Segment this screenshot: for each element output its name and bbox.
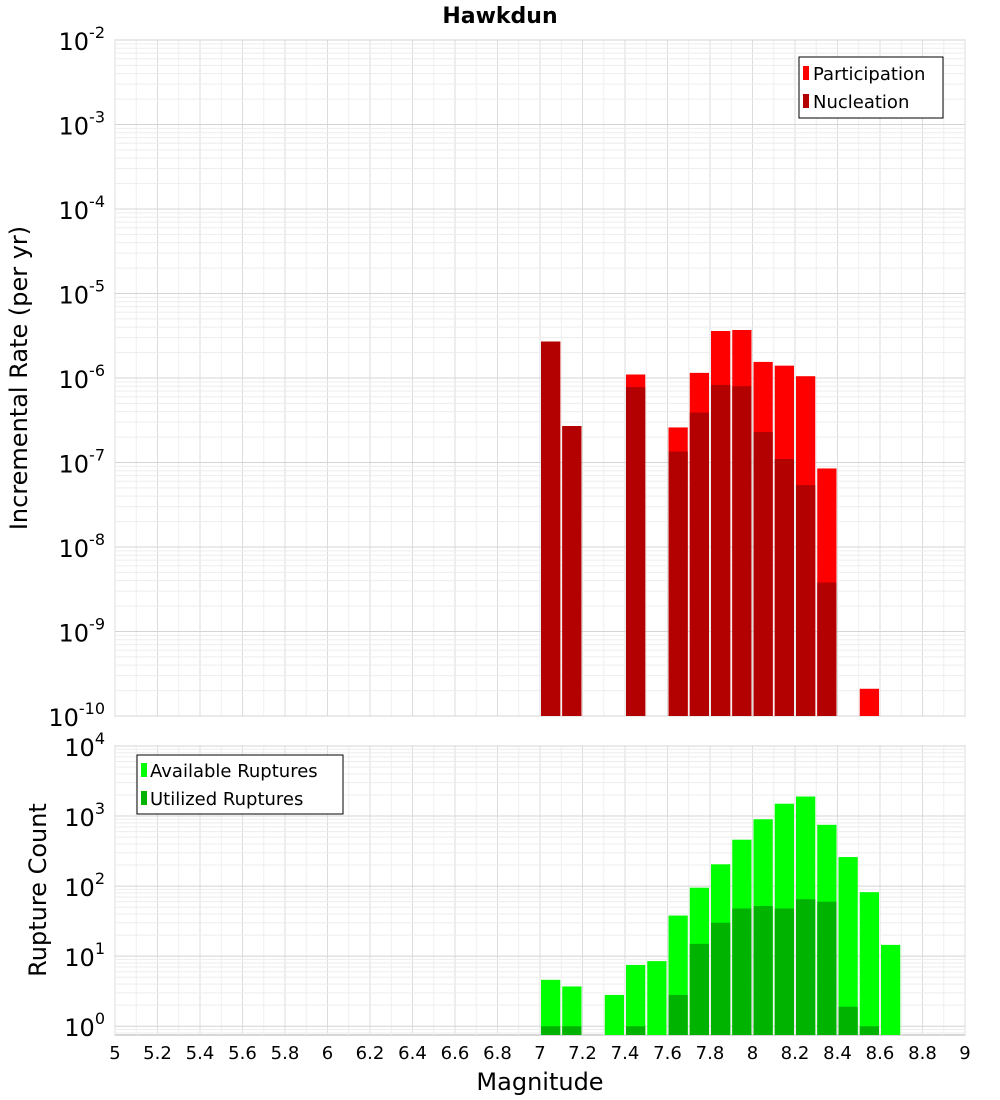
top-legend-box (798, 56, 944, 119)
x-tick-label: 5.2 (143, 1043, 172, 1064)
x-tick-label: 7.2 (568, 1043, 597, 1064)
x-tick-label: 7.4 (611, 1043, 640, 1064)
bottom-bar-utilized-ruptures (838, 1006, 858, 1035)
bottom-bar-utilized-ruptures (668, 994, 688, 1035)
legend-swatch-available (141, 763, 147, 777)
x-tick-label: 6 (322, 1043, 333, 1064)
bottom-y-tick-label: 104 (64, 729, 105, 762)
top-bar-nucleation (668, 451, 688, 716)
top-bar-nucleation (753, 431, 773, 716)
bottom-bar-available-ruptures (626, 964, 646, 1035)
top-y-tick-label: 10-9 (59, 615, 106, 648)
bottom-bar-available-ruptures (881, 944, 901, 1035)
top-bar-nucleation (796, 485, 816, 716)
top-bar-participation (859, 688, 879, 716)
bottom-bar-available-ruptures (604, 994, 624, 1035)
x-axis-label: Magnitude (476, 1068, 603, 1096)
top-grid (114, 39, 966, 717)
bottom-bar-utilized-ruptures (796, 899, 816, 1035)
top-y-ticks: 10-2 10-3 10-4 10-5 10-6 10-7 10-8 10-9 10-10 (48, 23, 105, 732)
chart-title: Hawkdun (442, 4, 557, 29)
top-y-tick-label: 10-8 (59, 530, 106, 563)
legend-swatch-participation (803, 66, 809, 80)
top-bar-nucleation (774, 459, 794, 716)
bottom-bar-utilized-ruptures (859, 1026, 879, 1035)
x-tick-label: 8.8 (908, 1043, 937, 1064)
bottom-bar-utilized-ruptures (711, 922, 731, 1035)
x-tick-label: 5.8 (271, 1043, 300, 1064)
top-plot-incremental-rate: 10-2 10-3 10-4 10-5 10-6 10-7 10-8 10-9 10-10 In… (5, 23, 966, 732)
top-bar-nucleation (689, 412, 709, 716)
top-bar-nucleation (711, 384, 731, 716)
top-bar-nucleation (562, 426, 582, 716)
x-tick-label: 5 (109, 1043, 120, 1064)
x-tick-label: 6.8 (483, 1043, 512, 1064)
legend-label-nucleation: Nucleation (813, 92, 909, 113)
bottom-bar-utilized-ruptures (753, 906, 773, 1035)
top-y-tick-label: 10-7 (59, 446, 106, 479)
top-y-tick-label: 10-5 (59, 277, 106, 310)
top-bars (541, 329, 879, 716)
x-tick-labels: 5 5.2 5.4 5.6 5.8 6 6.2 6.4 6.6 6.8 7 7.2 7.4 7.6 7.8 8… (109, 1043, 970, 1064)
bottom-bar-available-ruptures (838, 857, 858, 1035)
bottom-bars (541, 796, 901, 1035)
top-y-tick-label: 10-6 (59, 361, 106, 394)
top-bar-nucleation (541, 341, 561, 716)
bottom-bar-utilized-ruptures (732, 908, 752, 1035)
bottom-y-axis-label: Rupture Count (24, 803, 52, 977)
top-y-axis-label: Incremental Rate (per yr) (5, 226, 33, 530)
x-tick-label: 8.4 (823, 1043, 852, 1064)
top-y-tick-label: 10-10 (48, 699, 105, 732)
bottom-bar-utilized-ruptures (774, 908, 794, 1035)
top-y-tick-label: 10-2 (59, 23, 106, 56)
x-tick-label: 5.4 (186, 1043, 215, 1064)
x-tick-label: 7.8 (696, 1043, 725, 1064)
bottom-bar-available-ruptures (541, 979, 561, 1035)
legend-label-utilized: Utilized Ruptures (150, 789, 303, 810)
bottom-bar-utilized-ruptures (562, 1026, 582, 1035)
top-bar-nucleation (732, 386, 752, 716)
x-tick-label: 6.4 (398, 1043, 427, 1064)
top-bar-nucleation (626, 387, 646, 716)
legend-label-available: Available Ruptures (150, 761, 318, 782)
x-tick-label: 9 (959, 1043, 970, 1064)
x-tick-label: 8.6 (866, 1043, 895, 1064)
x-tick-label: 8 (747, 1043, 758, 1064)
x-tick-label: 8.2 (781, 1043, 810, 1064)
x-tick-label: 5.6 (228, 1043, 257, 1064)
bottom-bar-available-ruptures (647, 961, 667, 1035)
bottom-y-tick-label: 100 (64, 1009, 105, 1042)
x-tick-label: 7.6 (653, 1043, 682, 1064)
top-y-tick-label: 10-4 (59, 192, 106, 225)
legend-swatch-utilized (141, 791, 147, 805)
bottom-y-ticks: 104 103 102 101 100 (64, 729, 105, 1042)
bottom-legend: Available Ruptures Utilized Ruptures (136, 754, 344, 815)
bottom-bar-available-ruptures (562, 986, 582, 1035)
bottom-y-tick-label: 103 (64, 799, 105, 832)
top-bar-nucleation (817, 582, 837, 716)
bottom-legend-box (136, 754, 344, 815)
bottom-bar-utilized-ruptures (626, 1026, 646, 1035)
bottom-y-tick-label: 101 (64, 939, 105, 972)
x-tick-label: 6.6 (441, 1043, 470, 1064)
bottom-bar-available-ruptures (859, 892, 879, 1035)
top-y-tick-label: 10-3 (59, 108, 106, 141)
bottom-y-tick-label: 102 (64, 869, 105, 902)
legend-swatch-nucleation (803, 94, 809, 108)
x-tick-label: 6.2 (356, 1043, 385, 1064)
x-tick-label: 7 (534, 1043, 545, 1064)
bottom-bar-utilized-ruptures (817, 901, 837, 1035)
legend-label-participation: Participation (813, 64, 925, 85)
bottom-bar-utilized-ruptures (541, 1026, 561, 1035)
top-legend: Participation Nucleation (798, 56, 944, 119)
bottom-plot-rupture-count: 104 103 102 101 100 Rupture Count Available … (24, 729, 966, 1042)
bottom-bar-utilized-ruptures (689, 943, 709, 1035)
